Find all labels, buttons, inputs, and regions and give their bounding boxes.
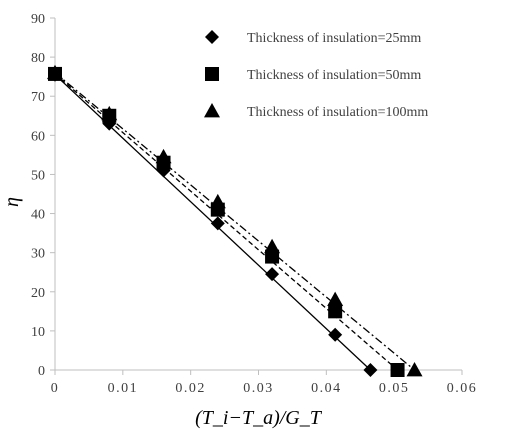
y-tick-label: 40 [31, 208, 45, 223]
y-tick-label: 80 [31, 51, 45, 66]
data-point-series-1 [328, 327, 343, 342]
x-tick-label: 0.03 [243, 381, 274, 396]
x-tick-label: 0 [51, 381, 60, 396]
legend-marker-series-3 [204, 103, 220, 118]
y-tick-label: 20 [31, 286, 45, 301]
x-tick-label: 0.06 [447, 381, 478, 396]
fit-line-series-3 [54, 72, 415, 371]
data-points [47, 64, 423, 377]
data-point-series-1 [210, 216, 225, 231]
legend-marker-series-2 [205, 67, 219, 81]
legend-label-series-3: Thickness of insulation=100mm [247, 105, 428, 120]
data-point-series-3 [209, 193, 226, 209]
x-tick-label: 0.05 [379, 381, 410, 396]
x-tick-label: 0.02 [175, 381, 206, 396]
y-tick-label: 60 [31, 129, 45, 144]
y-axis-title: η [1, 197, 23, 207]
y-tick-label: 30 [31, 247, 45, 262]
y-tick-label: 10 [31, 325, 45, 340]
y-tick-label: 50 [31, 168, 45, 183]
x-tick-label: 0.04 [311, 381, 342, 396]
legend-label-series-2: Thickness of insulation=50mm [247, 68, 421, 83]
x-axis-title: (T_i−T_a)/G_T [195, 407, 323, 429]
y-tick-label: 90 [31, 12, 45, 27]
data-point-series-2 [328, 304, 343, 319]
data-point-series-3 [264, 238, 281, 254]
data-point-series-3 [155, 148, 172, 164]
y-tick-label: 70 [31, 90, 45, 105]
x-tick-label: 0.01 [108, 381, 139, 396]
data-point-series-3 [406, 362, 423, 377]
legend-label-series-1: Thickness of insulation=25mm [247, 31, 421, 46]
data-point-series-3 [327, 291, 344, 306]
y-tick-label: 0 [38, 364, 45, 379]
legend: Thickness of insulation=25mm Thickness of… [204, 30, 428, 120]
data-point-series-1 [363, 363, 378, 377]
data-point-series-3 [47, 64, 63, 80]
axes: 0 10 20 30 40 50 60 70 80 90 0 0.01 0.02 0.03 0.04 0.05… [31, 12, 478, 396]
data-point-series-2 [390, 363, 405, 377]
data-point-series-1 [265, 267, 280, 282]
data-point-series-3 [101, 105, 118, 121]
legend-marker-series-1 [205, 30, 219, 44]
